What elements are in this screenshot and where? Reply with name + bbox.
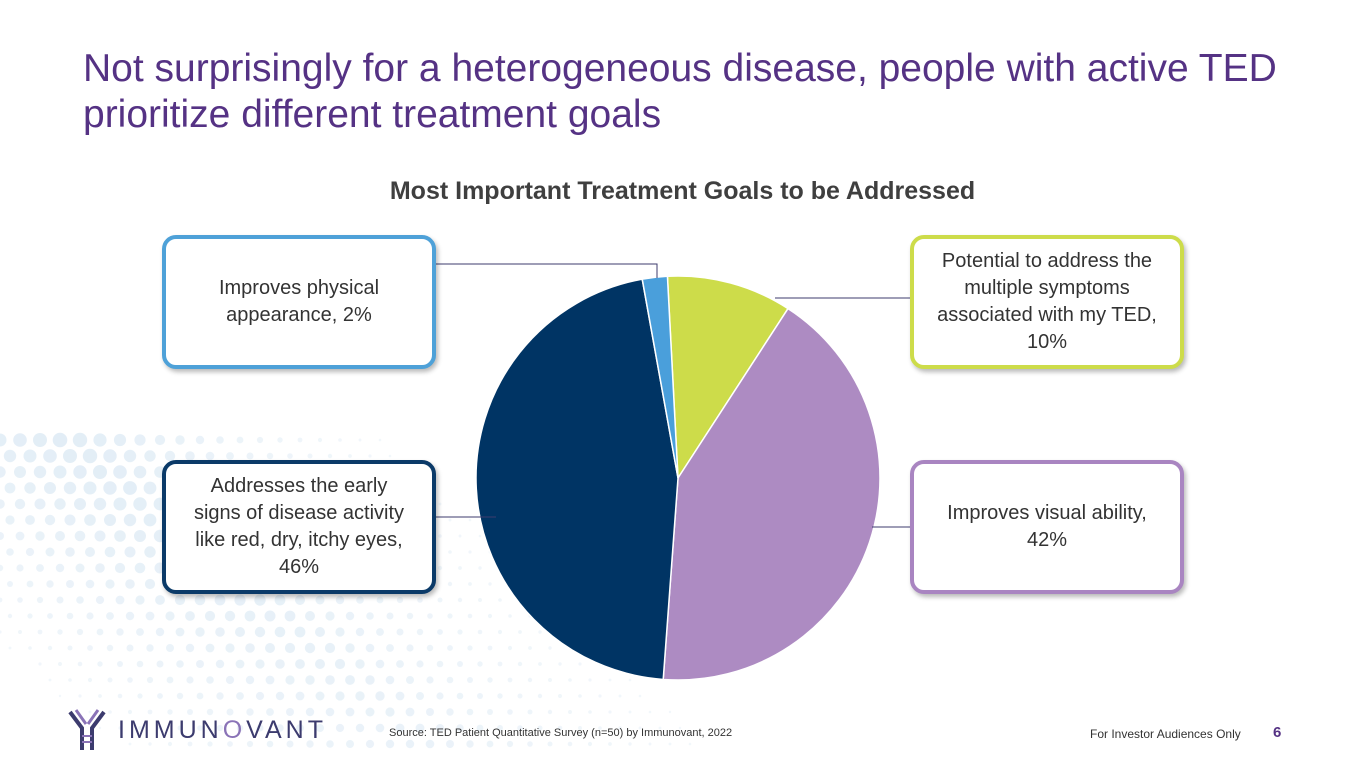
callout-multiple-symptoms-text: Potential to address the multiple sympto…	[937, 250, 1157, 353]
footer-note: For Investor Audiences Only	[1090, 727, 1241, 741]
logo-wordmark: IMMUNOVANT	[118, 716, 327, 745]
logo-text-b: VANT	[246, 715, 327, 744]
callout-visual-ability: Improves visual ability, 42%	[910, 460, 1184, 594]
slice-multiple-symptoms	[666, 275, 790, 481]
antibody-icon	[68, 709, 106, 750]
logo-text-a: IMMUN	[118, 715, 223, 744]
slice-early-signs	[475, 278, 679, 681]
callout-multiple-symptoms: Potential to address the multiple sympto…	[910, 235, 1184, 369]
slice-visual-ability	[662, 307, 881, 681]
source-note: Source: TED Patient Quantitative Survey …	[389, 727, 733, 739]
slice-physical-appearance	[641, 275, 679, 479]
immunovant-logo: IMMUNOVANT	[66, 706, 327, 754]
page-number: 6	[1273, 724, 1282, 741]
callout-physical-appearance: Improves physical appearance, 2%	[162, 235, 436, 369]
callout-early-signs-text: Addresses the early signs of disease act…	[193, 475, 405, 578]
leader-line-appearance	[436, 263, 658, 278]
slide-title: Not surprisingly for a heterogeneous dis…	[83, 47, 1277, 136]
callout-early-signs: Addresses the early signs of disease act…	[162, 460, 436, 594]
logo-text-o: O	[222, 715, 247, 744]
callout-physical-appearance-text: Improves physical appearance, 2%	[218, 277, 380, 326]
chart-title: Most Important Treatment Goals to be Add…	[389, 177, 976, 205]
callout-visual-ability-text: Improves visual ability, 42%	[947, 502, 1147, 551]
